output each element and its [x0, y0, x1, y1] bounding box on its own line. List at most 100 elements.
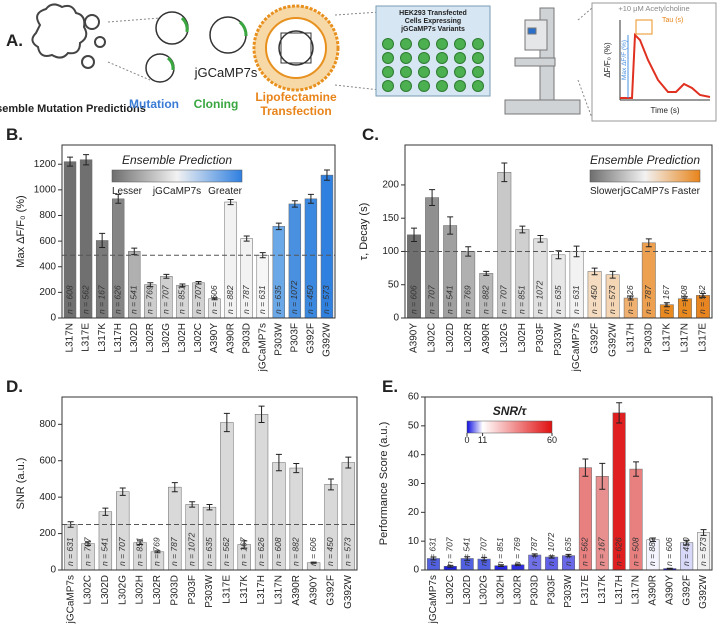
x-tick-label: G392W — [607, 322, 618, 356]
error-bar — [464, 556, 471, 561]
legend-title: SNR/τ — [493, 404, 528, 418]
well — [436, 52, 448, 64]
error-bar — [483, 270, 490, 276]
y-tick-label: 50 — [408, 420, 420, 431]
error-bar — [501, 162, 508, 183]
y-tick-label: 0 — [50, 313, 56, 324]
well — [436, 66, 448, 78]
legend-tick-label: 0 — [464, 435, 469, 445]
x-tick-label: A390Y — [409, 323, 420, 353]
stimulus-label: +10 μM Acetylcholine — [618, 4, 689, 13]
n-label: n = 541 — [129, 285, 139, 314]
n-label: n = 635 — [553, 285, 563, 314]
n-label: n = 167 — [238, 537, 248, 566]
y-tick-label: 40 — [408, 449, 420, 460]
error-bar — [323, 169, 330, 181]
x-tick-label: A390Y — [209, 323, 220, 353]
x-tick-label: L302G — [499, 323, 510, 353]
n-label: n = 562 — [221, 537, 231, 566]
error-bar — [206, 503, 213, 511]
x-tick-label: L302H — [177, 323, 188, 352]
error-bar — [243, 235, 250, 242]
x-tick-label: L302C — [427, 323, 438, 352]
y-tick-label: 1000 — [34, 184, 57, 195]
n-label: n = 707 — [426, 285, 436, 314]
n-label: n = 631 — [65, 537, 75, 566]
error-bar — [227, 198, 234, 206]
x-tick-label: P303F — [535, 323, 546, 352]
x-tick-label: P303F — [187, 575, 198, 604]
microscope-icon — [504, 7, 581, 115]
x-tick-label: L302H — [517, 323, 528, 352]
plate-label: jGCaMP7s Variants — [400, 26, 465, 33]
n-label: n = 450 — [305, 285, 315, 314]
n-label: n = 450 — [681, 537, 691, 566]
well — [472, 52, 484, 64]
plate-label: HEK293 Transfected — [399, 10, 467, 17]
x-tick-label: A390R — [481, 323, 492, 354]
x-tick-label: G392F — [681, 575, 692, 606]
x-tick-label: G392F — [589, 323, 600, 354]
x-tick-label: G392F — [306, 323, 317, 354]
y-tick-label: 20 — [408, 507, 420, 518]
y-tick-label: 0 — [413, 565, 419, 576]
error-bar — [275, 453, 282, 472]
error-bar — [548, 555, 555, 559]
legend-label: Faster — [672, 186, 701, 197]
n-label: n = 626 — [625, 285, 635, 314]
error-bar — [429, 189, 436, 207]
x-tick-label: L317K — [239, 575, 250, 604]
error-bar — [131, 247, 138, 256]
brain-icon — [31, 3, 106, 69]
error-bar — [447, 564, 454, 568]
legend-colorbar — [589, 169, 701, 183]
y-tick-label: 400 — [39, 492, 56, 503]
error-bar — [430, 556, 437, 561]
well-plate — [375, 5, 491, 97]
well — [382, 52, 394, 64]
x-tick-label: A390Y — [664, 575, 675, 605]
transfection-label: Transfection — [260, 104, 331, 118]
panel-label: C. — [362, 125, 379, 144]
x-tick-label: G392W — [343, 574, 354, 608]
x-tick-label: L317N — [631, 575, 642, 604]
well — [454, 66, 466, 78]
error-bar — [411, 227, 418, 242]
well — [436, 80, 448, 92]
legend-label: Lesser — [112, 186, 143, 197]
error-bar — [327, 478, 334, 491]
error-bar — [275, 222, 282, 231]
n-label: n = 573 — [343, 537, 353, 566]
well — [418, 52, 430, 64]
x-tick-label: L302C — [83, 575, 94, 604]
legend-tick-label: 60 — [547, 435, 557, 445]
well — [472, 66, 484, 78]
x-tick-label: L302D — [100, 575, 111, 604]
n-label: n = 707 — [193, 285, 203, 314]
y-axis-label: τ, Decay (s) — [358, 203, 370, 261]
x-tick-label: P303W — [563, 574, 574, 607]
n-label: n = 606 — [408, 285, 418, 314]
y-tick-label: 600 — [39, 236, 56, 247]
n-label: n = 608 — [679, 285, 689, 314]
error-bar — [447, 216, 454, 235]
well — [472, 38, 484, 50]
error-bar — [599, 462, 606, 490]
error-bar — [555, 250, 562, 260]
error-bar — [591, 267, 598, 276]
y-tick-label: 200 — [382, 180, 399, 191]
n-label: n = 707 — [117, 537, 127, 566]
error-bar — [171, 482, 178, 493]
y-tick-label: 1200 — [34, 159, 57, 170]
error-bar — [115, 193, 122, 204]
n-label: n = 573 — [321, 285, 331, 314]
well — [382, 66, 394, 78]
n-label: n = 541 — [100, 537, 110, 566]
n-label: n = 769 — [512, 537, 522, 566]
x-tick-label: L317N — [65, 323, 76, 352]
error-bar — [211, 297, 218, 301]
error-bar — [137, 540, 144, 546]
y-tick-label: 10 — [408, 536, 420, 547]
x-tick-label: L317H — [614, 575, 625, 604]
error-bar — [189, 501, 196, 508]
